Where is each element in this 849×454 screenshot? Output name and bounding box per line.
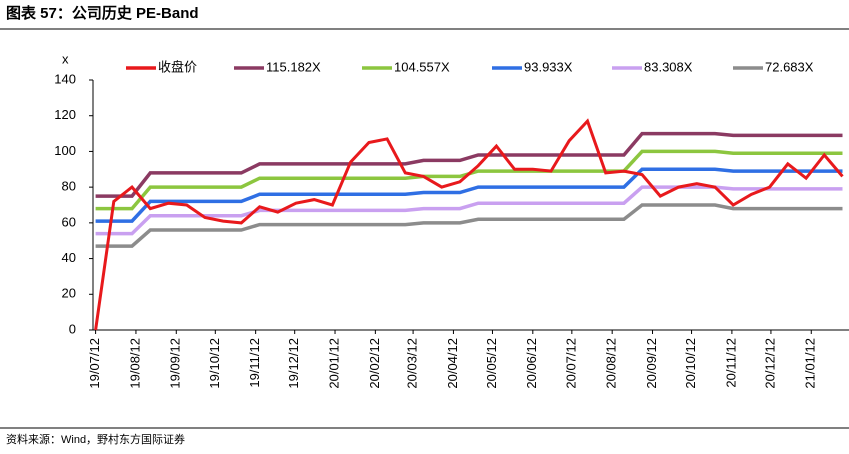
x-tick-label: 20/09/12: [644, 338, 659, 389]
y-tick-label: 140: [54, 71, 76, 86]
x-tick-label: 20/05/12: [484, 338, 499, 389]
x-tick-label: 20/08/12: [604, 338, 619, 389]
x-tick-label: 19/09/12: [168, 338, 183, 389]
y-tick-label: 120: [54, 107, 76, 122]
series-line: [95, 203, 843, 248]
source-note: 资料来源：Wind，野村东方国际证券: [6, 432, 185, 446]
x-tick-label: 20/02/12: [367, 338, 382, 389]
series-line: [94, 118, 844, 331]
y-tick-label: 0: [69, 321, 76, 336]
y-axis-label: x: [62, 51, 69, 66]
legend-label: 83.308X: [644, 59, 693, 74]
x-tick-label: 21/01/12: [803, 338, 818, 389]
y-tick-label: 100: [54, 143, 76, 158]
legend-label: 收盘价: [158, 59, 197, 74]
series-line: [95, 131, 843, 198]
legend-label: 72.683X: [765, 59, 814, 74]
x-tick-label: 20/12/12: [762, 338, 777, 389]
x-tick-label: 19/10/12: [207, 338, 222, 389]
x-tick-label: 20/07/12: [563, 338, 578, 389]
legend-label: 104.557X: [394, 59, 450, 74]
x-tick-label: 20/01/12: [326, 338, 341, 389]
x-tick-label: 20/10/12: [683, 338, 698, 389]
series-line: [95, 185, 843, 236]
y-tick-label: 60: [62, 214, 76, 229]
y-tick-label: 40: [62, 250, 76, 265]
x-tick-label: 19/07/12: [87, 338, 102, 389]
x-tick-label: 19/11/12: [247, 338, 262, 388]
x-tick-label: 19/12/12: [286, 338, 301, 389]
x-tick-label: 20/06/12: [524, 338, 539, 389]
x-tick-label: 20/03/12: [405, 338, 420, 389]
chart-title: 图表 57：公司历史 PE-Band: [6, 4, 199, 22]
x-tick-label: 20/11/12: [723, 338, 738, 388]
y-tick-label: 20: [62, 286, 76, 301]
series-line: [95, 167, 843, 223]
y-tick-label: 80: [62, 179, 76, 194]
legend-label: 93.933X: [524, 59, 573, 74]
legend-label: 115.182X: [266, 59, 321, 74]
x-tick-label: 19/08/12: [127, 338, 142, 389]
x-tick-label: 20/04/12: [445, 338, 460, 389]
